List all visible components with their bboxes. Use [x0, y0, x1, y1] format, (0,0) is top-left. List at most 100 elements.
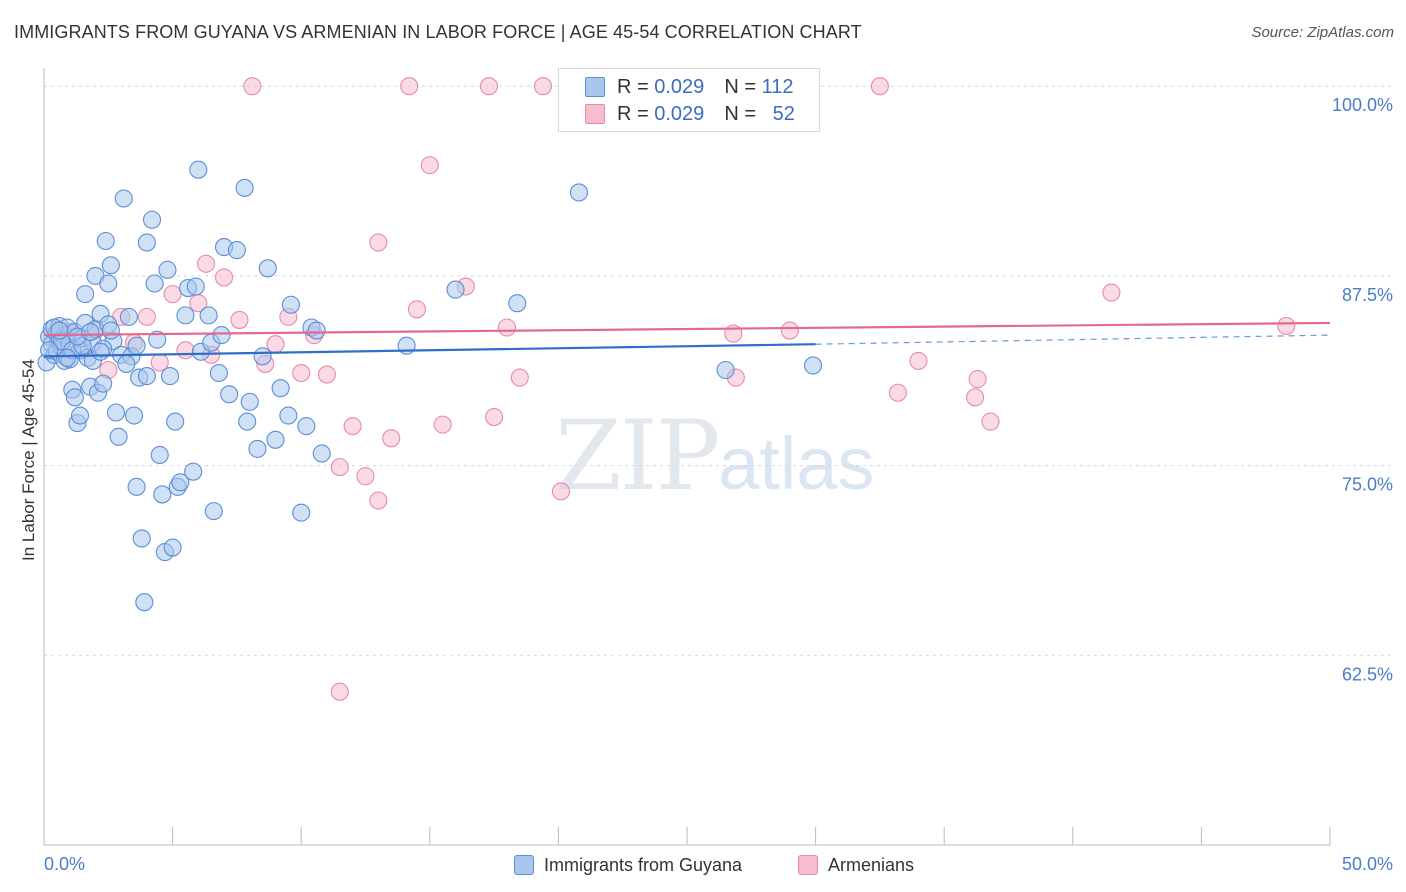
bottom-swatch-pink	[798, 855, 818, 875]
guyana-point	[99, 274, 118, 293]
armenian-point	[479, 77, 499, 96]
guyana-point	[307, 321, 326, 340]
guyana-point	[508, 294, 527, 313]
bottom-legend-label: Armenians	[828, 854, 915, 875]
guyana-point	[148, 330, 167, 349]
guyana-point	[124, 406, 144, 425]
watermark-zip: ZIP	[555, 400, 720, 512]
x-tick-label: 0.0%	[44, 854, 85, 874]
armenian-point	[196, 254, 216, 273]
armenian-point	[400, 77, 419, 96]
guyana-point	[271, 379, 290, 398]
guyana-point	[91, 342, 110, 361]
guyana-point	[189, 160, 208, 179]
armenian-point	[510, 368, 529, 387]
armenian-point	[266, 335, 285, 354]
guyana-point	[58, 348, 77, 367]
guyana-point	[40, 341, 59, 360]
armenian-point	[497, 318, 517, 337]
guyana-point	[235, 178, 254, 197]
guyana-point	[137, 233, 156, 252]
guyana-point	[150, 445, 169, 465]
armenian-point	[356, 467, 375, 486]
guyana-point	[258, 259, 277, 278]
guyana-point	[70, 406, 90, 425]
guyana-point	[227, 241, 246, 260]
guyana-point	[297, 417, 316, 436]
armenian-point	[382, 429, 401, 448]
armenian-point	[369, 491, 388, 510]
armenian-point	[230, 310, 249, 329]
armenian-point	[369, 233, 388, 252]
armenian-point	[1277, 316, 1296, 336]
guyana-point	[135, 593, 154, 612]
armenian-point	[163, 285, 182, 304]
guyana-point	[76, 285, 95, 304]
guyana-point	[204, 502, 223, 521]
armenian-point	[343, 417, 362, 436]
guyana-point	[127, 336, 146, 355]
chart-title: IMMIGRANTS FROM GUYANA VS ARMENIAN IN LA…	[14, 22, 862, 42]
guyana-point	[171, 473, 190, 492]
guyana-point	[81, 323, 100, 342]
guyana-point	[65, 388, 84, 407]
guyana-point	[240, 392, 259, 411]
guyana-point	[132, 529, 151, 548]
guyana-trend-extension	[815, 334, 1331, 345]
legend-n-label: N =	[724, 102, 756, 125]
guyana-point	[803, 356, 823, 375]
legend-row-armenians: R = 0.029 N = 52	[585, 101, 795, 127]
guyana-point	[114, 189, 133, 208]
guyana-point	[101, 321, 120, 340]
armenian-point	[176, 341, 195, 360]
guyana-trend-line	[43, 343, 816, 358]
armenian-point	[888, 383, 907, 402]
y-tick-label: 75.0%	[1342, 475, 1393, 495]
guyana-point	[117, 354, 136, 373]
guyana-point	[163, 538, 182, 557]
armenian-point	[966, 388, 985, 407]
guyana-point	[106, 403, 126, 422]
guyana-point	[109, 427, 128, 446]
legend-swatch-blue	[585, 77, 605, 97]
y-tick-label: 62.5%	[1342, 664, 1393, 684]
armenian-point	[330, 458, 349, 477]
legend-r-value: 0.029	[654, 102, 705, 125]
guyana-point	[176, 306, 195, 325]
legend-row-guyana: R = 0.029 N = 112	[585, 74, 793, 100]
x-tick-label: 50.0%	[1342, 854, 1393, 874]
legend-n-label: N =	[724, 75, 756, 98]
guyana-point	[142, 210, 162, 229]
legend-r-label: R =	[617, 102, 649, 125]
y-tick-label: 87.5%	[1342, 285, 1393, 305]
guyana-point	[101, 256, 120, 275]
armenian-point	[485, 407, 504, 427]
guyana-point	[312, 444, 331, 463]
guyana-point	[446, 280, 465, 299]
armenian-point	[214, 268, 234, 287]
armenian-point	[243, 77, 262, 96]
bottom-legend-label: Immigrants from Guyana	[544, 854, 743, 875]
guyana-point	[569, 183, 589, 202]
armenian-point	[551, 482, 571, 501]
guyana-point	[137, 367, 156, 386]
guyana-point	[158, 260, 177, 279]
armenian-point	[533, 77, 553, 96]
guyana-point	[166, 412, 185, 431]
guyana-point	[184, 462, 203, 481]
bottom-swatch-blue	[514, 855, 534, 875]
source-credit: Source: ZipAtlas.com	[1251, 24, 1394, 41]
guyana-point	[94, 374, 113, 393]
legend-n-value: 112	[761, 75, 794, 98]
armenian-point	[137, 307, 156, 326]
y-tick-label: 100.0%	[1332, 95, 1393, 115]
legend-r-label: R =	[617, 75, 649, 98]
armenian-point	[909, 351, 928, 370]
armenian-point	[330, 682, 349, 701]
legend-n-value: 52	[772, 102, 795, 125]
armenian-point	[1102, 283, 1121, 302]
guyana-point	[153, 485, 172, 504]
guyana-point	[127, 477, 146, 496]
guyana-point	[145, 274, 164, 293]
